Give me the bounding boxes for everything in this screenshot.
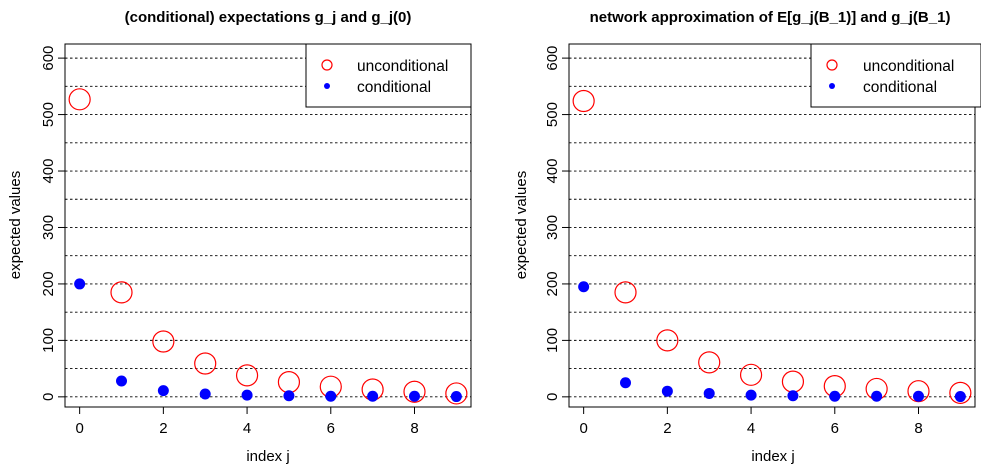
y-tick-label: 100 [544,328,561,353]
legend-marker-conditional [324,83,330,89]
data-point-unconditional [403,380,426,403]
x-tick-label: 8 [914,420,922,437]
data-point-conditional [871,390,883,402]
data-point-conditional [283,390,295,402]
y-tick-label: 500 [544,102,561,127]
left-chart-panel: (conditional) expectations g_j and g_j(0… [7,9,472,465]
legend-marker-unconditional [826,59,838,71]
data-point-conditional [787,390,799,402]
y-axis: 0 100 200 300 400 500 600 [40,46,66,401]
data-point-conditional [408,390,420,402]
chart-title: (conditional) expectations g_j and g_j(0… [125,9,412,26]
data-point-conditional [703,387,715,399]
legend: unconditional conditional [810,43,981,108]
data-point-conditional [829,390,841,402]
data-point-unconditional [572,89,595,113]
data-point-conditional [745,389,757,401]
x-tick-label: 0 [75,420,83,437]
data-point-conditional [912,390,924,402]
legend: unconditional conditional [305,43,472,108]
data-point-conditional [450,391,462,403]
data-point-conditional [199,388,211,400]
data-point-conditional [325,390,337,402]
data-point-unconditional [445,382,468,405]
y-tick-label: 0 [40,393,57,401]
y-axis: 0 100 200 300 400 500 600 [544,46,570,401]
y-tick-label: 0 [544,393,561,401]
legend-label-conditional: conditional [863,79,937,96]
x-tick-label: 2 [159,420,167,437]
legend-marker-conditional [829,83,835,89]
data-point-conditional [241,389,253,401]
data-point-conditional [578,281,590,293]
data-point-conditional [157,385,169,397]
data-point-unconditional [194,352,217,375]
x-tick-label: 8 [410,420,418,437]
y-tick-label: 200 [544,271,561,296]
y-tick-label: 500 [40,102,57,127]
x-axis: 0 2 4 6 8 [75,406,419,437]
y-tick-label: 600 [544,46,561,71]
data-point-unconditional [698,351,721,374]
data-point-unconditional [614,281,637,304]
x-tick-label: 4 [243,420,251,437]
data-points [68,88,468,405]
data-point-conditional [116,375,128,387]
data-point-conditional [620,377,632,389]
y-tick-label: 400 [40,159,57,184]
x-tick-label: 6 [327,420,335,437]
data-point-conditional [954,391,966,403]
data-points [572,89,972,404]
legend-label-conditional: conditional [357,79,431,96]
data-point-unconditional [739,363,763,386]
data-point-unconditional [235,364,259,387]
y-tick-label: 300 [544,215,561,240]
x-tick-label: 6 [831,420,839,437]
x-tick-label: 2 [663,420,671,437]
y-tick-label: 200 [40,271,57,296]
x-tick-label: 0 [579,420,587,437]
right-chart-panel: network approximation of E[g_j(B_1)] and… [513,9,981,465]
x-axis-label: index j [246,448,289,465]
y-tick-label: 100 [40,328,57,353]
chart-title: network approximation of E[g_j(B_1)] and… [590,9,951,26]
legend-marker-unconditional [321,59,333,71]
y-axis-label: expected values [7,171,24,279]
data-point-unconditional [68,88,91,111]
data-point-unconditional [152,330,175,353]
x-tick-label: 4 [747,420,755,437]
y-axis-label: expected values [513,171,530,279]
data-point-unconditional [656,329,679,352]
legend-box [305,43,472,108]
y-tick-label: 600 [40,46,57,71]
x-axis: 0 2 4 6 8 [579,406,923,437]
data-point-conditional [661,385,673,397]
data-point-conditional [367,390,379,402]
legend-box [810,43,981,108]
data-point-unconditional [110,281,133,304]
y-tick-label: 300 [40,215,57,240]
data-point-conditional [74,278,86,290]
y-tick-label: 400 [544,159,561,184]
x-axis-label: index j [751,448,794,465]
legend-label-unconditional: unconditional [863,58,954,75]
data-point-unconditional [949,381,972,404]
legend-label-unconditional: unconditional [357,58,448,75]
